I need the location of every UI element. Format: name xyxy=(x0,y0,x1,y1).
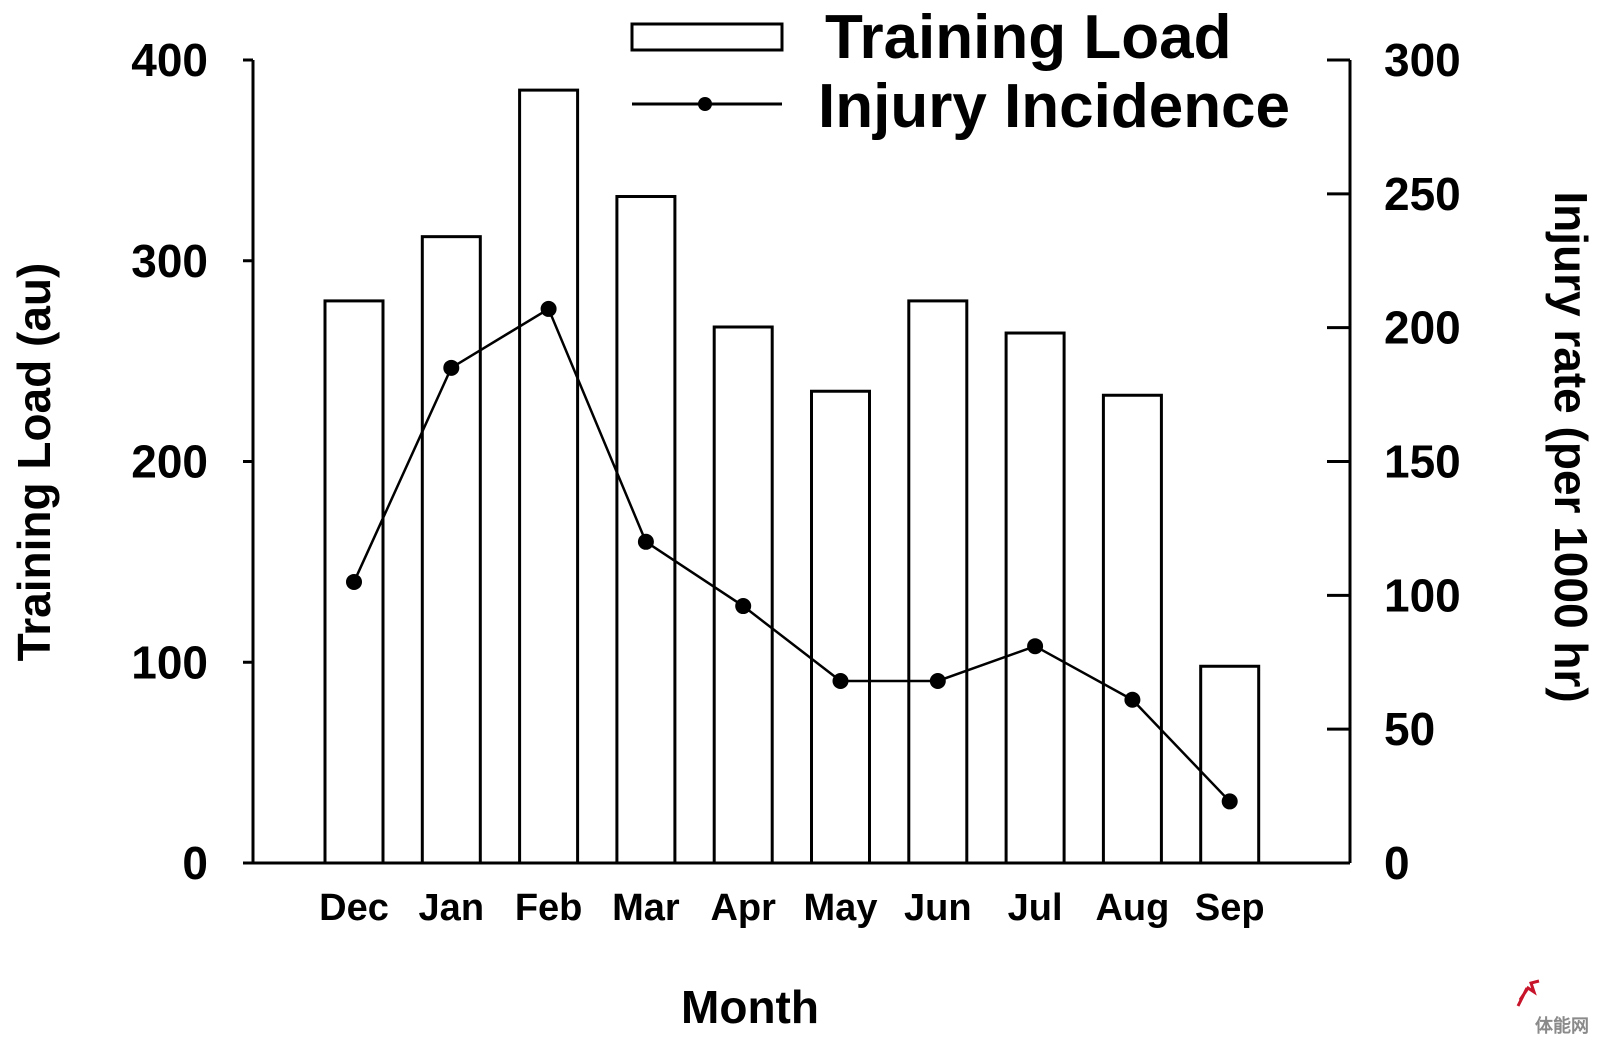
x-tick-label: Dec xyxy=(319,887,389,929)
right-y-tick-label: 0 xyxy=(1384,837,1410,889)
y-axis-title-left: Training Load (au) xyxy=(8,263,60,662)
injury-point-dec xyxy=(346,573,362,590)
left-y-tick-label: 200 xyxy=(131,436,208,488)
x-tick-label: Jul xyxy=(1008,887,1063,929)
bar-training-load-jun xyxy=(907,299,969,865)
injury-point-may xyxy=(832,672,849,689)
injury-point-mar xyxy=(637,533,654,550)
x-tick-label: Feb xyxy=(515,887,583,929)
bar-training-load-feb xyxy=(518,88,580,865)
injury-incidence-line xyxy=(352,307,1231,803)
legend-label-training-load: Training Load xyxy=(825,3,1231,72)
right-y-tick-label: 50 xyxy=(1384,703,1435,755)
left-y-tick-label: 400 xyxy=(131,34,208,86)
right-y-tick-label: 150 xyxy=(1384,436,1461,488)
injury-point-apr xyxy=(735,598,752,615)
injury-point-feb xyxy=(540,300,557,317)
x-tick-label: Apr xyxy=(710,887,776,929)
bar-training-load-may xyxy=(810,389,871,865)
bar-training-load-apr xyxy=(712,325,774,865)
watermark: 体能网 xyxy=(1516,979,1589,1036)
y-axis-title-right: Injury rate (per 1000 hr) xyxy=(1545,191,1597,702)
runner-logo-icon xyxy=(1516,979,1540,1007)
injury-point-jan xyxy=(443,359,460,376)
bar-training-load-jul xyxy=(1004,331,1066,865)
bar-training-load-mar xyxy=(615,195,677,865)
legend: Training Load Injury Incidence xyxy=(630,3,1290,141)
x-axis-title: Month xyxy=(681,981,819,1033)
injury-point-jul xyxy=(1027,638,1044,655)
left-y-tick-label: 100 xyxy=(131,636,208,688)
x-ticks: Dec Jan Feb Mar Apr May Jun Jul Aug Sep xyxy=(319,887,1264,929)
injury-point-aug xyxy=(1124,691,1141,708)
legend-line-marker xyxy=(698,97,712,111)
injury-point-jun xyxy=(929,672,946,689)
left-y-tick-label: 300 xyxy=(131,235,208,287)
left-y-ticks: 0 100 200 300 400 xyxy=(131,34,253,889)
legend-label-injury-incidence: Injury Incidence xyxy=(818,72,1290,141)
right-y-tick-label: 250 xyxy=(1384,168,1461,220)
bar-training-load-aug xyxy=(1101,393,1163,865)
watermark-text: 体能网 xyxy=(1535,1015,1589,1036)
x-tick-label: Aug xyxy=(1095,887,1169,929)
right-y-tick-label: 300 xyxy=(1384,34,1461,86)
x-tick-label: Mar xyxy=(612,887,680,929)
x-tick-label: Sep xyxy=(1195,887,1265,929)
right-y-ticks: 0 50 100 150 200 250 300 xyxy=(1327,34,1461,889)
left-y-tick-label: 0 xyxy=(182,837,208,889)
bar-training-load-jan xyxy=(420,235,482,865)
x-tick-label: May xyxy=(804,887,878,929)
x-tick-label: Jan xyxy=(419,887,484,929)
bar-training-load-sep xyxy=(1199,664,1261,865)
bars-group xyxy=(323,88,1261,865)
legend-bar-swatch xyxy=(630,22,784,52)
right-y-tick-label: 200 xyxy=(1384,302,1461,354)
injury-point-sep xyxy=(1221,793,1238,810)
x-tick-label: Jun xyxy=(904,887,972,929)
injury-line-group xyxy=(346,300,1238,810)
right-y-tick-label: 100 xyxy=(1384,569,1461,621)
